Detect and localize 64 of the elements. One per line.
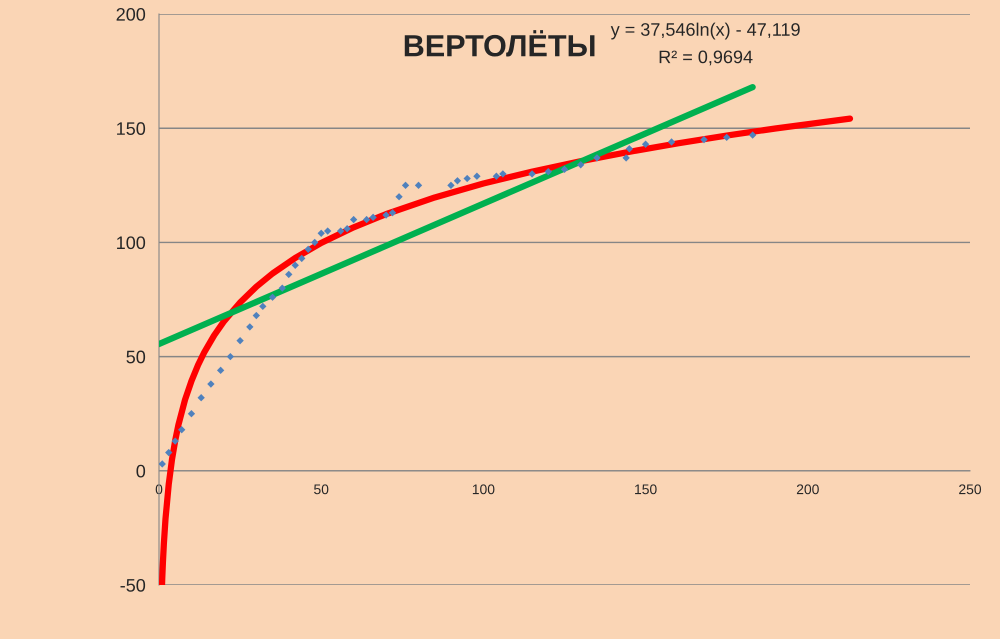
y-tick-label: 200 <box>116 8 146 21</box>
point <box>748 131 756 139</box>
point <box>464 174 471 182</box>
x-tick-label: 150 <box>635 484 657 494</box>
point <box>278 284 286 292</box>
point <box>188 410 196 418</box>
point <box>642 140 650 148</box>
point <box>343 225 351 232</box>
point <box>473 172 481 180</box>
point <box>292 262 299 269</box>
point <box>236 336 244 344</box>
annotation: y = 37,546ln(x) - 47,119 <box>610 22 800 40</box>
point <box>324 227 332 235</box>
point <box>622 154 630 162</box>
point <box>336 227 344 235</box>
y-tick-label: 50 <box>126 350 146 364</box>
point <box>447 182 455 190</box>
x-tick-label: 50 <box>314 484 328 494</box>
point <box>165 448 172 456</box>
annotation: R² = 0,9694 <box>660 50 753 66</box>
y-tick-label: 150 <box>117 122 146 135</box>
point <box>454 177 462 184</box>
chart-title: ВЕРТОЛЁТЫ <box>404 30 594 57</box>
point <box>311 238 318 246</box>
x-tick-label: 200 <box>796 484 819 494</box>
point <box>395 193 403 200</box>
point <box>723 134 730 142</box>
point <box>268 294 276 301</box>
point <box>216 366 224 374</box>
point <box>298 254 306 262</box>
point <box>414 182 422 190</box>
point <box>350 216 358 224</box>
point <box>362 216 370 224</box>
y-tick-label: 100 <box>117 236 146 250</box>
point <box>304 246 312 253</box>
point <box>207 380 215 388</box>
y-tick-label: 0 <box>136 464 146 478</box>
point <box>560 166 568 174</box>
point <box>178 426 186 434</box>
point <box>285 270 292 278</box>
point <box>700 136 708 144</box>
point <box>544 168 552 176</box>
point <box>369 214 377 221</box>
point <box>226 352 234 360</box>
point <box>259 302 266 310</box>
point <box>499 170 507 178</box>
point <box>382 211 390 219</box>
point <box>402 182 410 190</box>
point <box>198 394 205 402</box>
point <box>388 209 396 216</box>
x-tick-label: 250 <box>959 484 982 494</box>
y-tick-label: -50 <box>120 578 146 592</box>
point <box>593 154 601 162</box>
x-tick-label: 100 <box>472 484 494 494</box>
point <box>528 170 536 178</box>
point <box>252 312 260 320</box>
point <box>172 437 179 445</box>
point <box>246 323 254 331</box>
point <box>492 172 500 180</box>
point <box>577 161 584 168</box>
point <box>159 460 166 468</box>
point <box>318 230 325 237</box>
point <box>626 145 634 152</box>
point <box>668 138 676 146</box>
